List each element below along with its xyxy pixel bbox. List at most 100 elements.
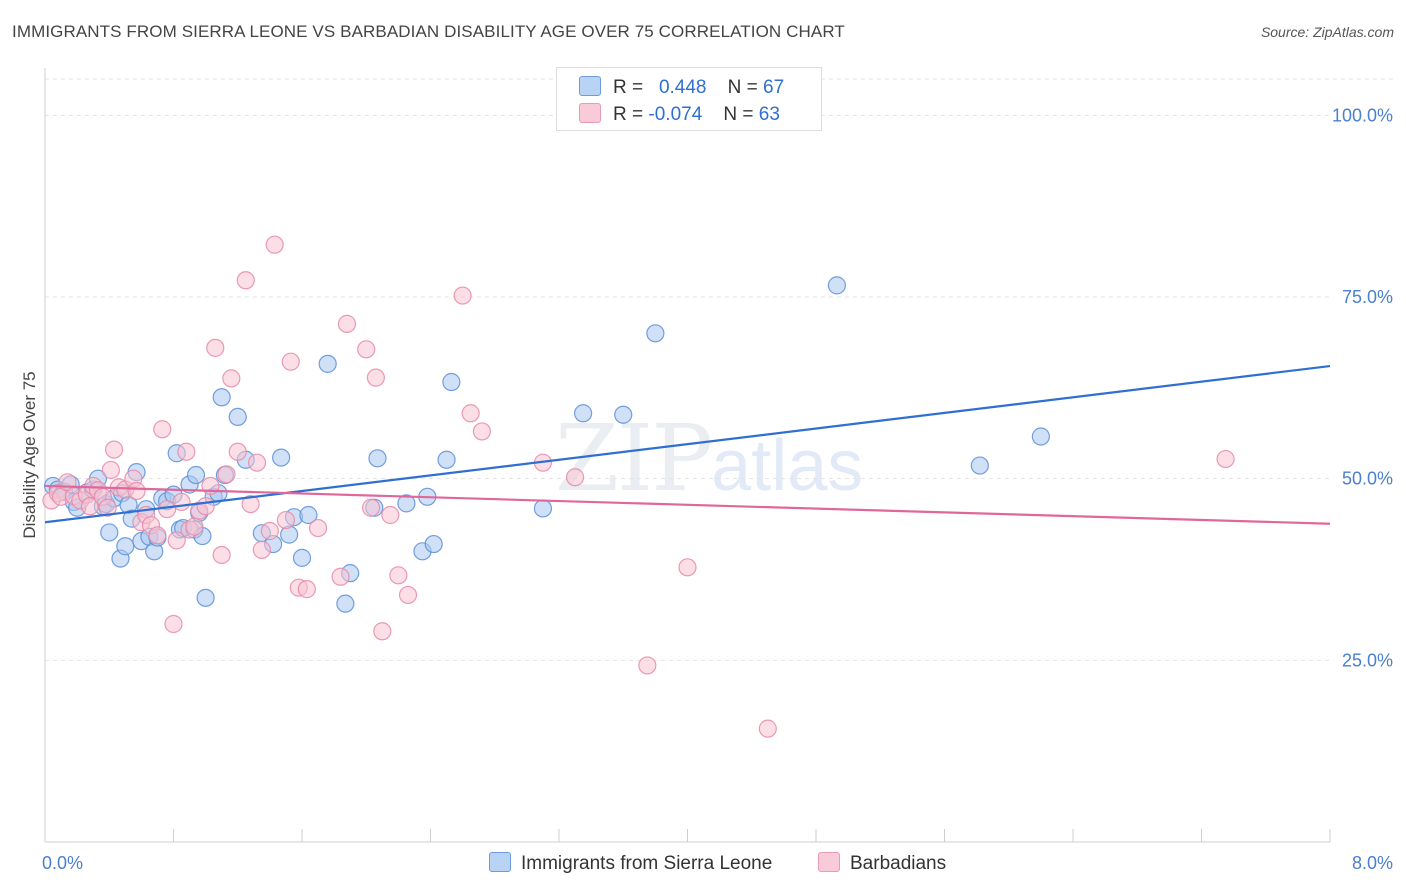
blue-point [970,456,989,475]
legend-n-label: N = [727,77,758,98]
blue-point [292,548,312,567]
pink-point [236,271,255,290]
blue-point [827,276,846,295]
legend-r-label: R = [613,104,644,125]
pink-point [337,314,357,333]
tick-labels: 100.0% 75.0% 50.0% 25.0% 0.0% 8.0% [42,105,1393,873]
pink-point [101,460,120,480]
pink-point [167,531,186,550]
blue-point [573,404,593,423]
y-tick-label: 100.0% [1332,105,1393,125]
pink-point [164,614,183,634]
blue-point [318,354,337,373]
pink-point [252,540,271,559]
blue-point [397,494,416,513]
blue-point [442,372,461,392]
pink-point [398,585,418,605]
source-note: Source: ZipAtlas.com [1260,24,1394,40]
pink-point [196,497,215,516]
pink-point [276,510,296,530]
blue-point [368,449,387,468]
pink-point [331,567,350,586]
pink-point [381,505,400,525]
pink-point [104,440,124,459]
data-points [42,235,1235,738]
legend-n-value: 67 [763,77,785,98]
watermark-atlas: atlas [711,426,864,506]
blue-point [1031,427,1050,446]
legend-n-value: 63 [758,104,780,125]
legend-n-label: N = [723,104,754,125]
blue-point [196,588,215,607]
bottom-legend-label: Immigrants from Sierra Leone [521,853,773,874]
trend-line-barbadians [44,484,1331,525]
blue-point [299,505,318,525]
pink-point [361,498,381,517]
chart-title: IMMIGRANTS FROM SIERRA LEONE VS BARBADIA… [12,22,845,41]
pink-point [185,517,204,536]
legend-swatch-blue [579,76,601,96]
legend-row-sierra-leone: R = 0.448 N = 67 [579,76,784,100]
blue-point [100,523,119,542]
pink-point [247,453,267,472]
pink-point [638,656,657,675]
pink-point [281,352,300,371]
pink-point [461,404,480,423]
pink-point [212,545,231,565]
pink-point [80,497,100,516]
trend-lines [44,364,1331,525]
blue-point [212,388,231,407]
x-tick-label: 0.0% [42,853,83,873]
watermark: ZIPatlas [555,405,863,512]
y-tick-label: 75.0% [1342,287,1393,307]
blue-point [336,594,355,613]
stats-legend: R = 0.448 N = 67 R = -0.074 N = 63 [556,67,822,131]
pink-point [453,286,472,305]
blue-point [186,465,206,485]
pink-point [177,442,196,461]
pink-point [148,526,167,545]
pink-point [241,495,260,514]
bottom-legend-swatch-pink [818,852,840,872]
gridlines [45,78,1393,661]
blue-point [116,537,135,556]
pink-point [357,340,376,359]
legend-swatch-pink [579,103,601,123]
pink-point [297,580,316,599]
pink-point [758,719,777,738]
pink-point [472,422,491,441]
legend-r-label: R = [613,77,644,98]
pink-point [206,338,225,357]
bottom-legend-swatch-blue [489,852,511,872]
legend-r-value: -0.074 [648,104,703,125]
y-axis-label: Disability Age Over 75 [20,371,39,538]
blue-point [272,448,291,467]
legend-row-barbadians: R = -0.074 N = 63 [579,103,780,127]
blue-point [614,405,633,424]
pink-point [366,368,385,387]
blue-point [533,499,553,518]
pink-point [565,468,585,487]
x-tick-label: 8.0% [1352,853,1393,873]
pink-point [228,442,247,461]
pink-point [308,518,328,538]
bottom-legend-sierra-leone: Immigrants from Sierra Leone [489,852,772,875]
pink-point [222,369,241,388]
y-tick-label: 50.0% [1342,469,1393,489]
blue-point [424,534,443,554]
blue-point [646,324,665,343]
blue-point [437,450,456,469]
pink-point [389,566,408,585]
pink-point [127,481,146,501]
pink-point [217,465,236,484]
watermark-zip: ZIP [555,405,713,512]
pink-point [265,235,284,254]
legend-r-value: 0.448 [658,77,707,98]
pink-point [1216,449,1235,469]
pink-point [172,492,191,512]
pink-point [373,622,392,641]
bottom-legend-barbadians: Barbadians [818,852,946,875]
pink-point [153,420,172,439]
pink-point [678,558,697,577]
